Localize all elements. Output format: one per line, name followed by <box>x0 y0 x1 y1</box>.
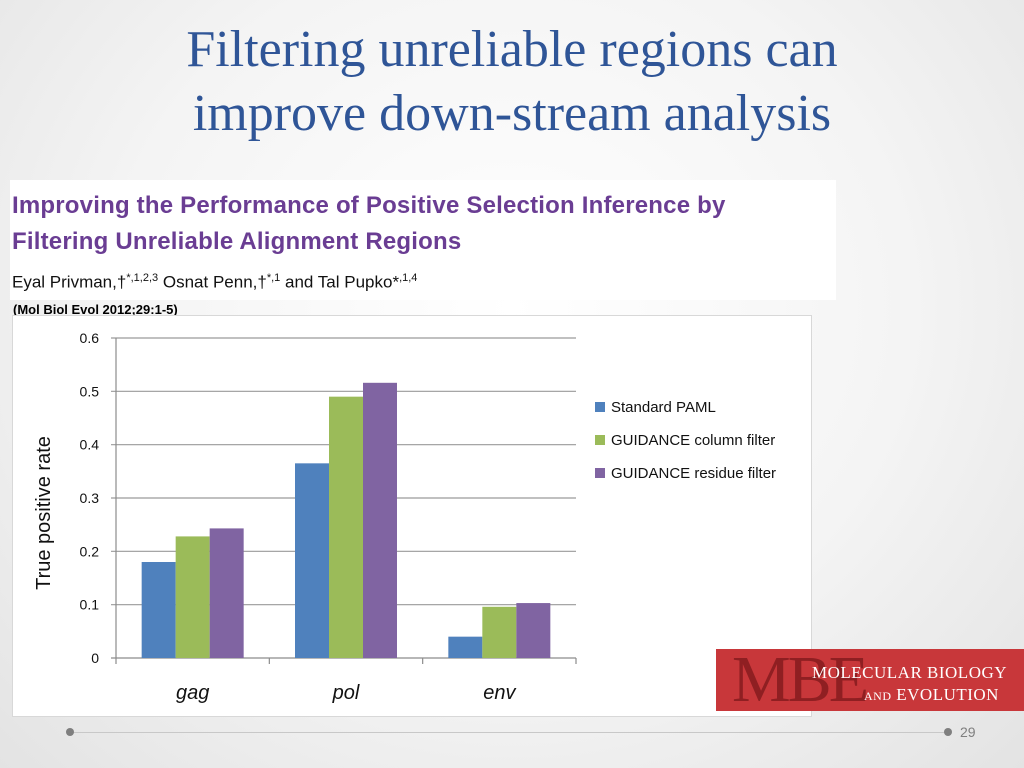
bar-env-0 <box>448 636 483 658</box>
bar-gag-1 <box>175 536 210 658</box>
legend-label: GUIDANCE column filter <box>611 432 775 449</box>
page-number: 29 <box>960 724 976 740</box>
footer-divider <box>70 732 948 733</box>
chart-panel: 0 0.1 0.2 0.3 0.4 0.5 0.6 gag pol env True positiv… <box>12 315 812 717</box>
author-affiliation: ,1,4 <box>399 272 418 284</box>
slide-title-line-2: improve down-stream analysis <box>192 85 832 142</box>
footer-dot-left <box>66 728 74 736</box>
author-affiliation: *,1,2,3 <box>126 272 159 284</box>
slide-title-line-1: Filtering unreliable regions can <box>186 21 838 78</box>
bar-gag-2 <box>209 528 244 658</box>
paper-title-line-2: Filtering Unreliable Alignment Regions <box>12 228 462 255</box>
author-affiliation: *,1 <box>266 272 281 284</box>
legend-swatch <box>595 435 605 445</box>
bar-pol-2 <box>363 382 397 658</box>
x-tick-label: env <box>483 682 516 704</box>
author-name: and Tal Pupko* <box>280 272 400 292</box>
bar-pol-1 <box>329 396 363 658</box>
paper-authors: Eyal Privman,†*,1,2,3 Osnat Penn,†*,1 an… <box>12 272 417 293</box>
mbe-logo-evolution: EVOLUTION <box>891 685 999 704</box>
legend-label: Standard PAML <box>611 399 716 416</box>
x-tick-label: gag <box>176 682 209 704</box>
mbe-logo-letters: MBE <box>732 649 869 711</box>
legend-swatch <box>595 468 605 478</box>
slide-title: Filtering unreliable regions can improve… <box>0 18 1024 146</box>
y-tick-label: 0.6 <box>80 330 100 346</box>
bar-env-1 <box>482 606 517 658</box>
author-name: Eyal Privman,† <box>12 272 127 292</box>
y-axis-label: True positive rate <box>33 436 55 590</box>
footer-dot-right <box>944 728 952 736</box>
bar-env-2 <box>516 603 551 658</box>
y-tick-label: 0.3 <box>80 490 100 506</box>
x-tick-label: pol <box>332 682 360 704</box>
bar-chart: 0 0.1 0.2 0.3 0.4 0.5 0.6 gag pol env True positiv… <box>33 330 776 704</box>
paper-header: Improving the Performance of Positive Se… <box>10 180 836 300</box>
bar-pol-0 <box>295 463 329 658</box>
bar-gag-0 <box>141 562 176 658</box>
y-tick-label: 0.1 <box>80 597 100 613</box>
legend-swatch <box>595 402 605 412</box>
y-tick-label: 0.2 <box>80 543 100 559</box>
paper-title: Improving the Performance of Positive Se… <box>12 188 834 260</box>
y-tick-label: 0.5 <box>80 383 100 399</box>
legend-label: GUIDANCE residue filter <box>611 465 776 482</box>
y-tick-label: 0.4 <box>80 437 100 453</box>
y-tick-label: 0 <box>91 650 99 666</box>
citation: (Mol Biol Evol 2012;29:1-5) <box>13 302 178 317</box>
paper-title-line-1: Improving the Performance of Positive Se… <box>12 192 726 219</box>
mbe-logo-line-2: AND EVOLUTION <box>864 685 999 705</box>
author-name: Osnat Penn,† <box>158 272 267 292</box>
mbe-logo: MBE MOLECULAR BIOLOGY AND EVOLUTION <box>716 649 1024 711</box>
mbe-logo-line-1: MOLECULAR BIOLOGY <box>812 663 1008 682</box>
mbe-logo-and: AND <box>864 689 892 703</box>
